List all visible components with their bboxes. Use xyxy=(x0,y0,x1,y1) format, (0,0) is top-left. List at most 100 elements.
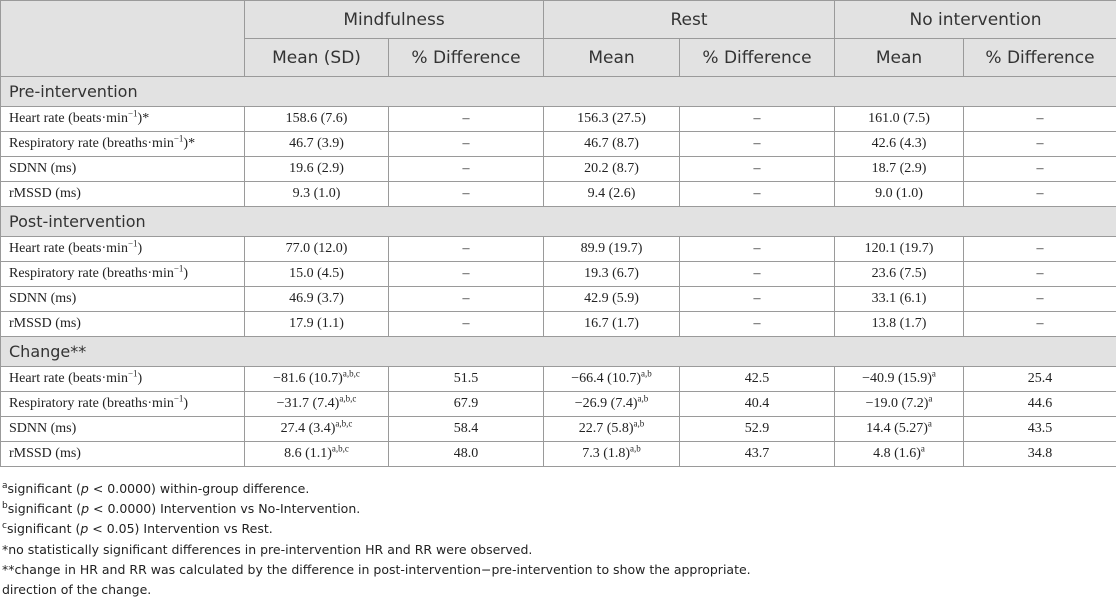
text: – xyxy=(1037,136,1044,151)
text: – xyxy=(754,266,761,281)
cell: – xyxy=(964,237,1116,262)
text: 51.5 xyxy=(454,371,479,386)
cell: 22.7 (5.8)a,b xyxy=(544,417,680,442)
cell: 15.0 (4.5) xyxy=(245,262,389,287)
superscript: a,b xyxy=(638,393,649,403)
data-row: Respiratory rate (breaths·min−1)15.0 (4.… xyxy=(1,262,1116,287)
text: 9.0 (1.0) xyxy=(875,186,923,201)
cell: 43.7 xyxy=(680,442,835,467)
text: – xyxy=(1037,161,1044,176)
text: SDNN (ms) xyxy=(9,421,76,436)
footnote: *no statistically significant difference… xyxy=(2,540,1116,560)
text: 20.2 (8.7) xyxy=(584,161,639,176)
text: Heart rate (beats·min xyxy=(9,371,128,386)
text: 33.1 (6.1) xyxy=(872,291,927,306)
text: SDNN (ms) xyxy=(9,161,76,176)
text: 161.0 (7.5) xyxy=(868,111,930,126)
text: 120.1 (19.7) xyxy=(865,241,934,256)
row-label: SDNN (ms) xyxy=(1,417,245,442)
superscript: a xyxy=(921,443,925,453)
cell: 9.3 (1.0) xyxy=(245,182,389,207)
text: 52.9 xyxy=(745,421,770,436)
cell: – xyxy=(389,157,544,182)
text: 16.7 (1.7) xyxy=(584,316,639,331)
cell: 156.3 (27.5) xyxy=(544,107,680,132)
text: *no statistically significant difference… xyxy=(2,542,532,557)
cell: – xyxy=(680,262,835,287)
cell: – xyxy=(389,312,544,337)
cell: 77.0 (12.0) xyxy=(245,237,389,262)
row-label: Heart rate (beats·min−1) xyxy=(1,367,245,392)
column-header: % Difference xyxy=(964,39,1116,77)
text: 19.3 (6.7) xyxy=(584,266,639,281)
cell: −19.0 (7.2)a xyxy=(835,392,964,417)
cell: – xyxy=(964,157,1116,182)
cell: 46.7 (3.9) xyxy=(245,132,389,157)
section-row: Post-intervention xyxy=(1,207,1116,237)
text: 158.6 (7.6) xyxy=(286,111,348,126)
text: significant ( xyxy=(8,481,81,496)
text: 67.9 xyxy=(454,396,479,411)
cell: 9.4 (2.6) xyxy=(544,182,680,207)
text: – xyxy=(1037,266,1044,281)
text: −66.4 (10.7) xyxy=(571,371,641,386)
text: significant ( xyxy=(7,521,80,536)
text: – xyxy=(463,186,470,201)
cell: 9.0 (1.0) xyxy=(835,182,964,207)
text: – xyxy=(463,266,470,281)
cell: – xyxy=(389,132,544,157)
column-header: Mean xyxy=(544,39,680,77)
footnote: direction of the change. xyxy=(2,580,1116,600)
text: 19.6 (2.9) xyxy=(289,161,344,176)
cell: 52.9 xyxy=(680,417,835,442)
section-title: Post-intervention xyxy=(1,207,1116,237)
text: −40.9 (15.9) xyxy=(862,371,932,386)
text: – xyxy=(1037,291,1044,306)
cell: 19.3 (6.7) xyxy=(544,262,680,287)
text: – xyxy=(463,291,470,306)
text: 7.3 (1.8) xyxy=(582,446,630,461)
text: < 0.0000) within-group difference. xyxy=(89,481,309,496)
text: – xyxy=(463,161,470,176)
text: 4.8 (1.6) xyxy=(873,446,921,461)
cell: 120.1 (19.7) xyxy=(835,237,964,262)
superscript: a,b xyxy=(634,418,645,428)
text: < 0.05) Intervention vs Rest. xyxy=(88,521,272,536)
text: ) xyxy=(138,371,143,386)
text: 46.7 (8.7) xyxy=(584,136,639,151)
superscript: a xyxy=(928,393,932,403)
cell: – xyxy=(389,237,544,262)
cell: 43.5 xyxy=(964,417,1116,442)
text: – xyxy=(463,111,470,126)
footnote: bsignificant (p < 0.0000) Intervention v… xyxy=(2,499,1116,519)
text: ) xyxy=(183,396,188,411)
corner-cell xyxy=(1,1,245,77)
row-label: Heart rate (beats·min−1) xyxy=(1,237,245,262)
text: 48.0 xyxy=(454,446,479,461)
cell: 46.7 (8.7) xyxy=(544,132,680,157)
text: −26.9 (7.4) xyxy=(575,396,638,411)
text: significant ( xyxy=(8,501,81,516)
text: – xyxy=(1037,111,1044,126)
row-label: Heart rate (beats·min−1)* xyxy=(1,107,245,132)
text: 43.5 xyxy=(1028,421,1053,436)
text: < 0.0000) Intervention vs No-Interventio… xyxy=(89,501,360,516)
cell: 33.1 (6.1) xyxy=(835,287,964,312)
cell: – xyxy=(964,132,1116,157)
text: ) xyxy=(138,241,143,256)
cell: – xyxy=(680,237,835,262)
cell: 23.6 (7.5) xyxy=(835,262,964,287)
superscript: a,b,c xyxy=(335,418,352,428)
text: Respiratory rate (breaths·min xyxy=(9,396,174,411)
text: ) xyxy=(183,266,188,281)
row-label: Respiratory rate (breaths·min−1)* xyxy=(1,132,245,157)
cell: – xyxy=(389,287,544,312)
cell: – xyxy=(964,182,1116,207)
cell: – xyxy=(964,312,1116,337)
footnotes: asignificant (p < 0.0000) within-group d… xyxy=(0,467,1116,600)
row-label: SDNN (ms) xyxy=(1,157,245,182)
cell: 42.6 (4.3) xyxy=(835,132,964,157)
